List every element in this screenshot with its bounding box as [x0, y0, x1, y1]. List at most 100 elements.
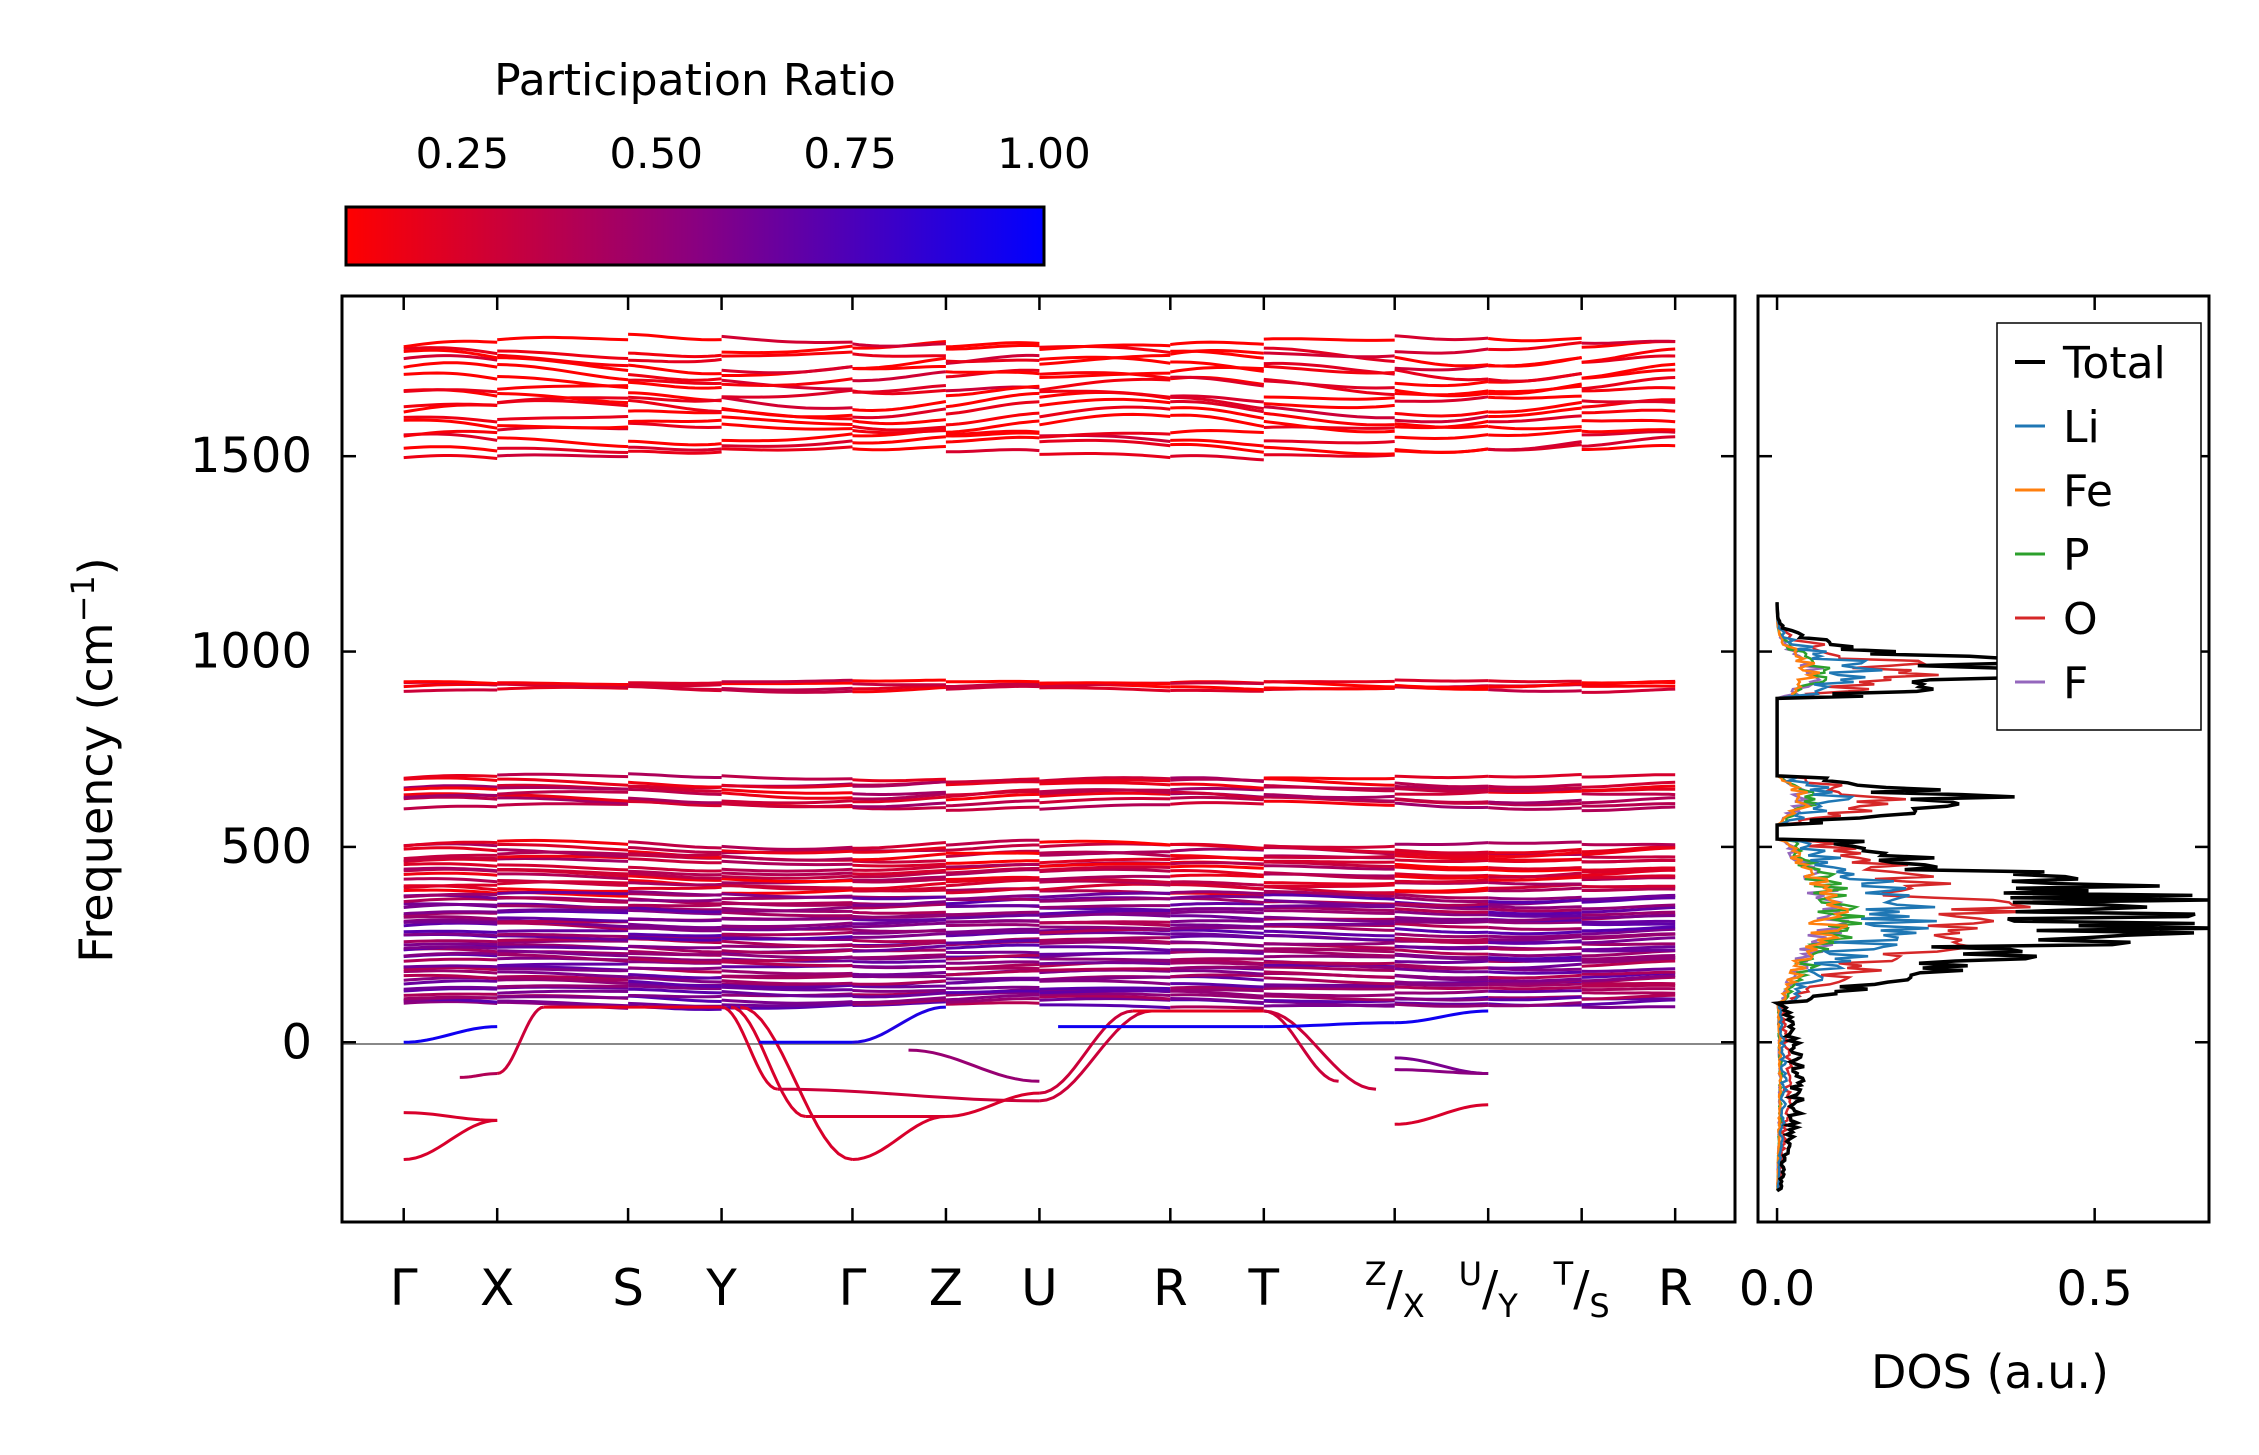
band-line — [945, 989, 1040, 995]
band-line — [1488, 907, 1582, 913]
band-line — [1039, 389, 1171, 399]
dos-legend: Total Li Fe POF — [1996, 322, 2202, 731]
band-line — [1581, 884, 1676, 889]
band-line — [1394, 874, 1489, 880]
band-line — [1039, 681, 1171, 686]
band-line — [1488, 925, 1582, 931]
band-line — [1488, 840, 1582, 845]
band-line — [1263, 784, 1395, 793]
band-line — [852, 862, 946, 868]
band-line — [1039, 778, 1171, 784]
colorbar-gradient — [344, 205, 1046, 267]
band-line — [1581, 1005, 1676, 1009]
band-line — [628, 846, 722, 854]
band-line — [721, 979, 853, 986]
band-line — [1488, 957, 1582, 963]
band-line — [721, 406, 853, 419]
band-line — [403, 774, 498, 780]
band-line — [1039, 405, 1171, 419]
band-line — [628, 418, 722, 424]
band-line — [1394, 414, 1489, 424]
band-line — [497, 446, 629, 454]
band-line — [945, 431, 1040, 438]
band-line — [403, 902, 498, 909]
colorbar-title: Participation Ratio — [494, 55, 896, 106]
band-line — [721, 948, 853, 955]
band-line — [1581, 945, 1676, 952]
band-line — [852, 895, 946, 901]
band-line — [628, 966, 722, 971]
band-line — [628, 903, 722, 908]
band-line — [945, 923, 1040, 927]
band-line — [1581, 887, 1676, 892]
band-line — [403, 973, 498, 981]
band-line — [945, 904, 1040, 908]
imaginary-mode-line — [1263, 1009, 1377, 1091]
band-line — [403, 348, 498, 360]
band-line — [1394, 841, 1489, 846]
band-line — [1394, 964, 1489, 971]
band-line — [721, 377, 853, 388]
band-line — [1039, 857, 1171, 865]
band-line — [497, 970, 629, 979]
band-line — [852, 780, 947, 788]
band-line — [945, 370, 1040, 376]
band-line — [1488, 973, 1582, 980]
band-line — [852, 400, 947, 413]
band-line — [1488, 962, 1582, 970]
band-line — [1581, 858, 1676, 864]
band-line — [403, 951, 498, 958]
y-tick-label: 0 — [281, 1014, 312, 1070]
band-line — [497, 796, 629, 805]
band-line — [497, 772, 629, 779]
band-line — [1581, 970, 1676, 976]
band-line — [1170, 993, 1264, 1000]
band-line — [1394, 922, 1489, 929]
band-line — [497, 967, 629, 973]
band-line — [721, 867, 853, 873]
band-line — [1170, 873, 1264, 879]
band-line — [1394, 996, 1489, 1002]
band-line — [721, 854, 853, 862]
band-line — [1170, 787, 1264, 792]
band-line — [1394, 910, 1489, 917]
band-line — [1263, 915, 1395, 923]
band-line — [852, 370, 947, 383]
band-line — [1488, 786, 1582, 793]
kpoint-label: U/Y — [1459, 1255, 1519, 1325]
band-line — [497, 848, 629, 858]
kpoint-label: Γ — [839, 1259, 867, 1317]
band-line — [1263, 679, 1395, 684]
band-line — [1581, 903, 1676, 911]
band-line — [852, 777, 946, 783]
band-line — [1488, 920, 1582, 925]
band-line — [1263, 346, 1395, 363]
band-line — [1039, 371, 1171, 379]
band-line — [945, 805, 1040, 812]
band-line — [628, 439, 722, 447]
band-line — [1581, 993, 1676, 1001]
band-line — [627, 373, 722, 382]
band-line — [497, 976, 629, 982]
band-line — [1039, 997, 1171, 1002]
band-line — [1394, 678, 1489, 683]
band-line — [1039, 343, 1171, 351]
band-line — [497, 363, 629, 382]
band-line — [721, 910, 853, 918]
band-line — [1581, 428, 1676, 434]
band-line — [1170, 910, 1264, 915]
band-line — [721, 844, 853, 851]
imaginary-mode-line — [1039, 1009, 1134, 1095]
band-line — [1263, 395, 1395, 401]
band-line — [1394, 854, 1489, 861]
band-line — [1263, 949, 1395, 958]
band-line — [1170, 394, 1264, 404]
band-line — [1581, 805, 1676, 813]
band-line — [852, 424, 946, 432]
legend-label: Li — [2063, 402, 2100, 453]
band-line — [1581, 906, 1676, 914]
band-line — [628, 869, 722, 877]
band-line — [403, 688, 498, 693]
band-line — [945, 429, 1040, 437]
band-line — [1263, 411, 1395, 427]
